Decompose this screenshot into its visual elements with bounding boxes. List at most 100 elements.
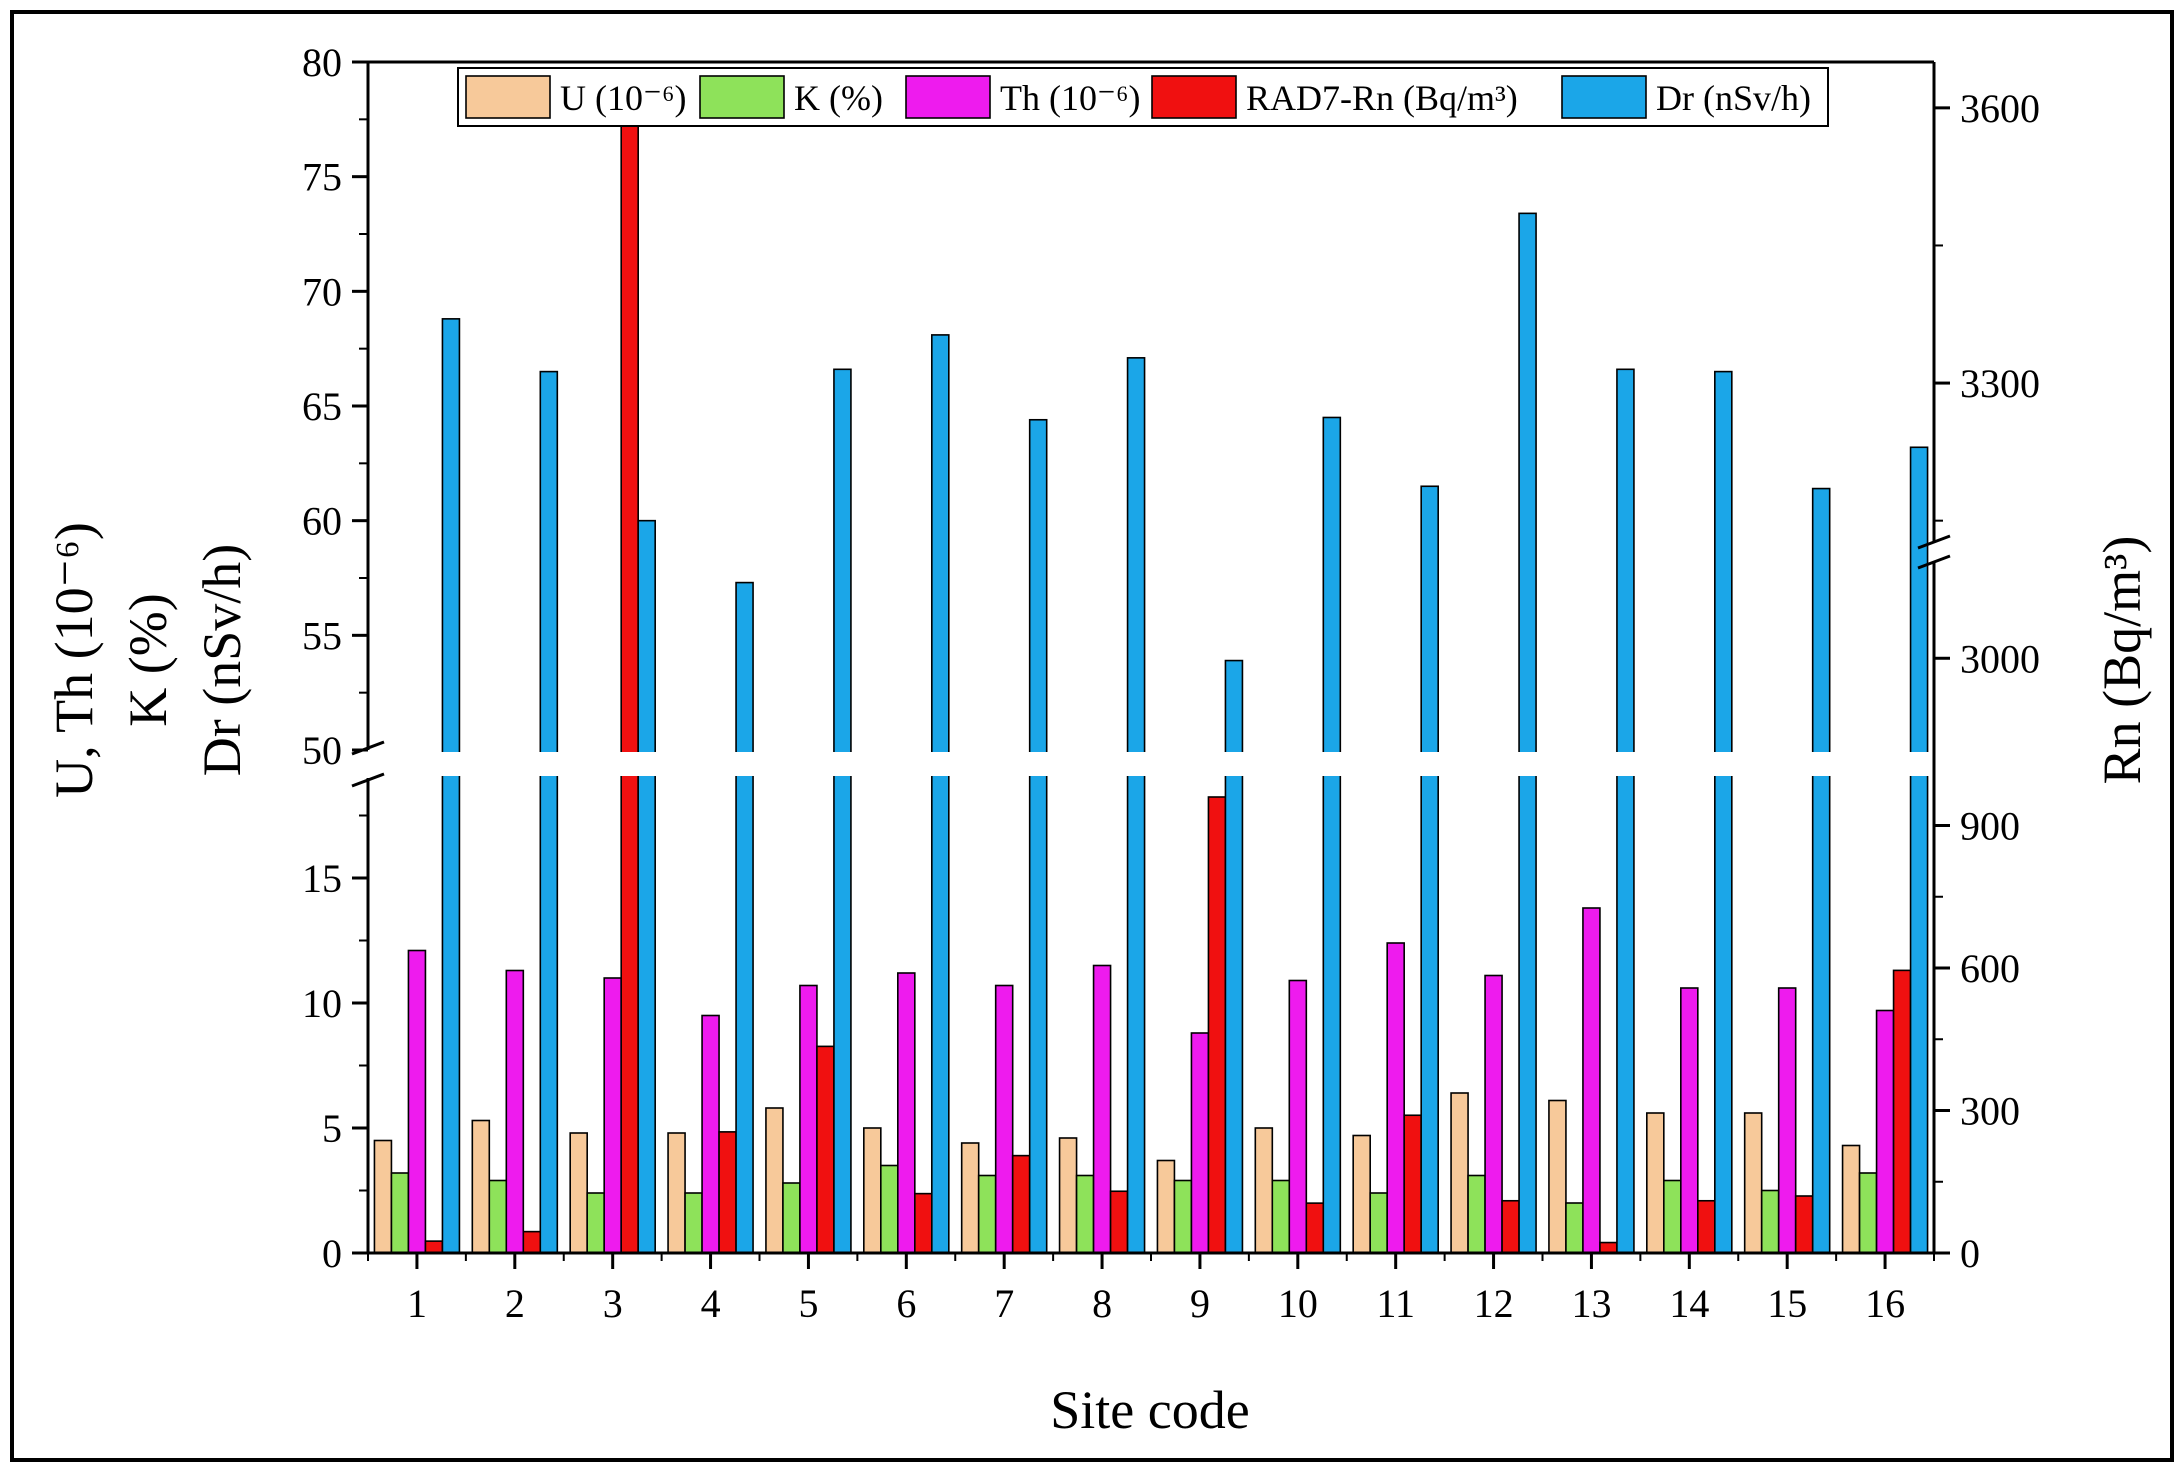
right-tick-label-3000: 3000 bbox=[1960, 636, 2040, 681]
legend-swatch-4 bbox=[1561, 75, 1647, 119]
bar-s4-site-13 bbox=[1616, 368, 1635, 1254]
bar-s3-site-11 bbox=[1403, 1114, 1422, 1254]
bar-s1-site-4 bbox=[684, 1192, 703, 1254]
x-tick-label-8: 8 bbox=[1092, 1281, 1112, 1326]
bar-s2-site-9 bbox=[1190, 1032, 1210, 1254]
bar-s2-site-6 bbox=[897, 972, 916, 1254]
bar-s0-site-6 bbox=[863, 1127, 882, 1254]
left-tick-label-0: 0 bbox=[322, 1231, 342, 1276]
left-tick-label-15: 15 bbox=[302, 856, 342, 901]
bar-s4-site-7 bbox=[1028, 418, 1048, 1254]
x-tick-label-11: 11 bbox=[1376, 1281, 1415, 1326]
x-tick-label-5: 5 bbox=[798, 1281, 818, 1326]
y-axis-title-left-line2: K (%) bbox=[118, 593, 178, 726]
bar-s0-site-2 bbox=[471, 1119, 491, 1254]
bar-s4-site-5 bbox=[833, 368, 852, 1254]
x-tick-label-9: 9 bbox=[1190, 1281, 1210, 1326]
bar-s1-site-14 bbox=[1663, 1179, 1682, 1254]
left-tick-label-70: 70 bbox=[302, 269, 342, 314]
bar-s1-site-6 bbox=[880, 1164, 899, 1254]
legend-label-4: Dr (nSv/h) bbox=[1656, 78, 1811, 118]
bar-s3-site-15 bbox=[1794, 1195, 1814, 1254]
legend-label-3: RAD7-Rn (Bq/m³) bbox=[1246, 78, 1518, 118]
bar-s0-site-16 bbox=[1841, 1144, 1861, 1254]
bar-s2-site-1 bbox=[407, 949, 427, 1254]
bar-s4-site-1 bbox=[441, 318, 461, 1254]
bar-s2-site-10 bbox=[1288, 979, 1308, 1254]
right-tick-label-600: 600 bbox=[1960, 946, 2020, 991]
bar-s2-site-14 bbox=[1680, 987, 1699, 1254]
bar-s4-site-9 bbox=[1224, 659, 1244, 1254]
bar-s0-site-15 bbox=[1743, 1112, 1763, 1254]
left-tick-label-60: 60 bbox=[302, 499, 342, 544]
left-tick-label-80: 80 bbox=[302, 40, 342, 85]
bar-s2-site-7 bbox=[994, 984, 1014, 1254]
x-tick-label-2: 2 bbox=[505, 1281, 525, 1326]
right-break-gap bbox=[1930, 542, 1938, 562]
x-tick-label-10: 10 bbox=[1278, 1281, 1318, 1326]
y-axis-title-left-line1: U, Th (10⁻⁶) bbox=[44, 522, 104, 798]
x-tick-label-13: 13 bbox=[1571, 1281, 1611, 1326]
bar-s1-site-7 bbox=[977, 1174, 997, 1254]
right-tick-label-3600: 3600 bbox=[1960, 86, 2040, 131]
bar-s4-site-15 bbox=[1811, 487, 1831, 1254]
left-tick-label-50: 50 bbox=[302, 728, 342, 773]
bar-s2-site-12 bbox=[1484, 974, 1503, 1254]
bar-s3-site-12 bbox=[1501, 1199, 1520, 1254]
bar-s0-site-8 bbox=[1058, 1137, 1078, 1254]
bar-s4-site-6 bbox=[931, 334, 950, 1254]
bar-s1-site-15 bbox=[1760, 1189, 1780, 1254]
bar-s2-site-16 bbox=[1875, 1009, 1895, 1254]
x-tick-label-14: 14 bbox=[1669, 1281, 1709, 1326]
bar-s1-site-12 bbox=[1467, 1174, 1486, 1254]
bar-s2-site-8 bbox=[1092, 964, 1112, 1254]
bar-s1-site-1 bbox=[390, 1172, 410, 1254]
bar-s4-site-2 bbox=[539, 370, 559, 1254]
bar-s4-site-14 bbox=[1714, 370, 1733, 1254]
legend-label-0: U (10⁻⁶) bbox=[560, 78, 687, 118]
x-axis-title: Site code bbox=[1050, 1380, 1249, 1440]
axis-break-gap-left bbox=[338, 752, 1964, 776]
legend-swatch-2 bbox=[905, 75, 991, 119]
bar-s2-site-5 bbox=[799, 984, 818, 1254]
bar-s3-site-6 bbox=[914, 1192, 933, 1254]
bar-s2-site-4 bbox=[701, 1014, 720, 1254]
bar-s3-site-4 bbox=[718, 1131, 737, 1254]
x-tick-label-1: 1 bbox=[407, 1281, 427, 1326]
bar-s2-site-13 bbox=[1582, 907, 1601, 1254]
bar-s0-site-1 bbox=[373, 1139, 393, 1254]
bar-s1-site-9 bbox=[1173, 1179, 1193, 1254]
bar-s3-site-8 bbox=[1109, 1190, 1129, 1254]
right-tick-label-900: 900 bbox=[1960, 804, 2020, 849]
right-tick-label-300: 300 bbox=[1960, 1089, 2020, 1134]
x-tick-label-6: 6 bbox=[896, 1281, 916, 1326]
left-break-mark-bottom bbox=[351, 772, 385, 788]
bar-s1-site-16 bbox=[1858, 1172, 1878, 1254]
right-tick-label-0: 0 bbox=[1960, 1231, 1980, 1276]
bar-s4-site-4 bbox=[735, 581, 754, 1254]
bar-s3-site-1 bbox=[424, 1240, 444, 1254]
x-tick-label-12: 12 bbox=[1474, 1281, 1514, 1326]
bar-s0-site-4 bbox=[667, 1132, 686, 1254]
bar-s3-site-5 bbox=[816, 1045, 835, 1254]
bar-s2-site-3 bbox=[603, 977, 622, 1254]
bar-s1-site-13 bbox=[1565, 1202, 1584, 1254]
bar-s4-site-8 bbox=[1126, 357, 1146, 1254]
x-tick-label-16: 16 bbox=[1865, 1281, 1905, 1326]
legend-swatch-3 bbox=[1151, 75, 1237, 119]
bar-s3-site-3 bbox=[620, 116, 639, 1254]
bar-s4-site-10 bbox=[1322, 416, 1342, 1254]
bar-s3-site-14 bbox=[1697, 1199, 1716, 1254]
legend-label-1: K (%) bbox=[794, 78, 883, 118]
bar-s2-site-11 bbox=[1386, 942, 1405, 1254]
right-break-mark-bottom bbox=[1917, 554, 1951, 570]
bar-s1-site-10 bbox=[1271, 1179, 1291, 1254]
bar-s1-site-5 bbox=[782, 1182, 801, 1254]
y-axis-title-left-line3: Dr (nSv/h) bbox=[192, 544, 252, 776]
y-axis-title-right: Rn (Bq/m³) bbox=[2092, 536, 2152, 785]
bar-s2-site-2 bbox=[505, 969, 525, 1254]
bar-s0-site-3 bbox=[569, 1132, 588, 1254]
x-tick-label-3: 3 bbox=[603, 1281, 623, 1326]
left-tick-label-5: 5 bbox=[322, 1106, 342, 1151]
